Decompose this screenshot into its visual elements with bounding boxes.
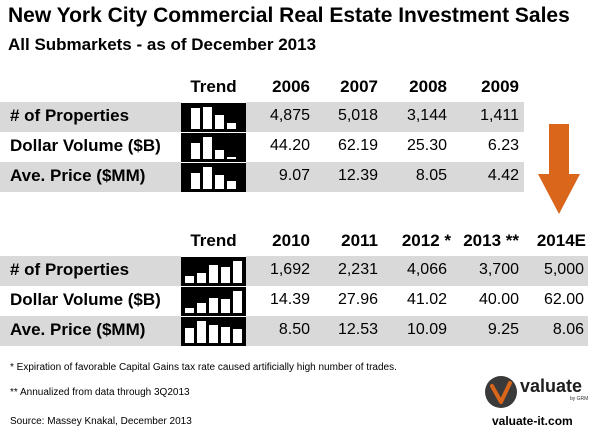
cell-value: 4.42 xyxy=(487,167,519,184)
down-arrow-shape xyxy=(538,124,580,214)
trend-bar xyxy=(191,143,200,159)
trend-bar xyxy=(197,321,206,343)
cell-value: 9.25 xyxy=(487,321,519,338)
trend-bar xyxy=(203,167,212,189)
cell-value: 1,411 xyxy=(480,107,519,124)
trend-bar xyxy=(185,276,194,283)
trend-bar xyxy=(215,175,224,189)
footnote-capital-gains: * Expiration of favorable Capital Gains … xyxy=(10,362,397,373)
year-header: 2011 xyxy=(341,231,378,250)
trend-sparkline xyxy=(181,256,246,286)
trend-bar xyxy=(197,303,206,313)
row-label: # of Properties xyxy=(10,106,130,125)
trend-bar xyxy=(191,108,200,129)
year-header: 2014E xyxy=(536,231,586,250)
trend-bar xyxy=(227,181,236,189)
cell-value: 25.30 xyxy=(406,137,447,154)
row-label: Dollar Volume ($B) xyxy=(10,290,161,309)
cell-value: 1,692 xyxy=(269,261,310,278)
cell-value: 27.96 xyxy=(337,291,378,308)
cell-value: 5,000 xyxy=(543,261,584,278)
valuate-logo-icon xyxy=(485,376,517,408)
cell-value: 3,700 xyxy=(478,261,519,278)
trend-bar xyxy=(197,273,206,283)
trend-bar xyxy=(209,265,218,283)
cell-value: 12.53 xyxy=(337,321,378,338)
cell-value: 4,066 xyxy=(406,261,447,278)
footnote-annualized: ** Annualized from data through 3Q2013 xyxy=(10,387,190,398)
row-label: Dollar Volume ($B) xyxy=(10,136,161,155)
trend-bar xyxy=(191,173,200,189)
valuate-logo: valuate by GRM xyxy=(484,374,592,412)
cell-value: 9.07 xyxy=(278,167,310,184)
year-header: 2008 xyxy=(409,77,447,96)
trend-bar xyxy=(185,328,194,343)
cell-value: 8.06 xyxy=(552,321,584,338)
row-label: Ave. Price ($MM) xyxy=(10,166,146,185)
cell-value: 3,144 xyxy=(406,107,447,124)
trend-bar xyxy=(227,123,236,129)
cell-value: 40.00 xyxy=(478,291,519,308)
trend-bar xyxy=(215,150,224,159)
cell-value: 41.02 xyxy=(406,291,447,308)
table-row: # of Properties 1,692 2,231 4,066 3,700 … xyxy=(0,256,588,286)
cell-value: 12.39 xyxy=(337,167,378,184)
table-row: Ave. Price ($MM) 9.07 12.39 8.05 4.42 xyxy=(0,162,524,192)
year-header: 2006 xyxy=(272,77,310,96)
sales-table-2006-2009: Trend 2006 2007 2008 2009 # of Propertie… xyxy=(0,72,524,192)
trend-bar xyxy=(227,157,236,159)
trend-bar xyxy=(209,298,218,313)
cell-value: 62.19 xyxy=(337,137,378,154)
cell-value: 62.00 xyxy=(543,291,584,308)
sales-table-2010-2014: Trend 2010 2011 2012 * 2013 ** 2014E # o… xyxy=(0,226,596,346)
trend-bar xyxy=(215,115,224,129)
cell-value: 44.20 xyxy=(269,137,310,154)
page-title: New York City Commercial Real Estate Inv… xyxy=(8,4,570,27)
year-header: 2012 * xyxy=(401,231,451,250)
table-row: Ave. Price ($MM) 8.50 12.53 10.09 9.25 8… xyxy=(0,316,588,346)
year-header: 2010 xyxy=(272,231,310,250)
trend-bar xyxy=(233,291,242,313)
cell-value: 14.39 xyxy=(269,291,310,308)
cell-value: 8.50 xyxy=(278,321,310,338)
trend-sparkline xyxy=(181,132,246,162)
table-row: Dollar Volume ($B) 44.20 62.19 25.30 6.2… xyxy=(0,132,524,162)
trend-header: Trend xyxy=(190,231,237,250)
trend-sparkline xyxy=(181,162,246,192)
trend-sparkline xyxy=(181,286,246,316)
cell-value: 8.05 xyxy=(415,167,447,184)
table-row: Dollar Volume ($B) 14.39 27.96 41.02 40.… xyxy=(0,286,588,316)
trend-bar xyxy=(221,267,230,283)
trend-sparkline xyxy=(181,102,246,132)
cell-value: 4,875 xyxy=(269,107,310,124)
trend-header: Trend xyxy=(190,77,237,96)
trend-bar xyxy=(209,325,218,343)
table-header: Trend 2006 2007 2008 2009 xyxy=(0,72,524,102)
logo-name: valuate xyxy=(520,376,583,396)
trend-sparkline xyxy=(181,316,246,346)
cell-value: 2,231 xyxy=(337,261,378,278)
trend-bar xyxy=(221,327,230,343)
logo-tagline: by GRM xyxy=(570,396,589,402)
cell-value: 5,018 xyxy=(337,107,378,124)
row-label: # of Properties xyxy=(10,260,130,279)
trend-bar xyxy=(203,137,212,159)
trend-bar xyxy=(233,261,242,283)
website-link[interactable]: valuate-it.com xyxy=(492,414,573,428)
down-arrow-icon xyxy=(538,124,580,214)
year-header: 2009 xyxy=(481,77,519,96)
trend-bar xyxy=(203,107,212,129)
year-header: 2007 xyxy=(340,77,378,96)
cell-value: 10.09 xyxy=(406,321,447,338)
year-header: 2013 ** xyxy=(463,231,519,250)
page-subtitle: All Submarkets - as of December 2013 xyxy=(8,35,317,54)
row-label: Ave. Price ($MM) xyxy=(10,320,146,339)
table-row: # of Properties 4,875 5,018 3,144 1,411 xyxy=(0,102,524,132)
trend-bar xyxy=(233,329,242,343)
source-note: Source: Massey Knakal, December 2013 xyxy=(10,416,192,427)
trend-bar xyxy=(185,308,194,313)
table-header: Trend 2010 2011 2012 * 2013 ** 2014E xyxy=(0,226,596,256)
trend-bar xyxy=(221,299,230,313)
cell-value: 6.23 xyxy=(487,137,519,154)
